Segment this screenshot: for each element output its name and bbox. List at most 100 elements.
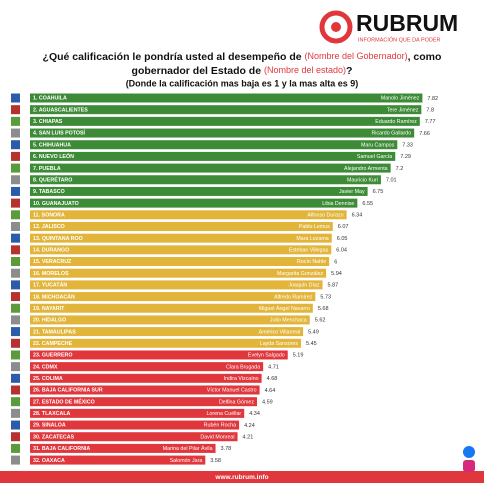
governor-label: Maru Campos — [361, 142, 395, 148]
party-icon — [11, 385, 20, 395]
state-label: 17. YUCATÁN — [33, 282, 67, 289]
value-label: 6.75 — [373, 189, 384, 195]
bar — [30, 105, 422, 115]
title-part: ¿Qué calificación le pondría usted al de… — [43, 51, 305, 63]
governor-label: Mauricio Kuri — [347, 177, 378, 183]
party-icon — [11, 420, 20, 430]
title-part: ? — [346, 65, 352, 77]
governor-label: Alfonso Durazo — [307, 213, 343, 219]
bar — [30, 327, 304, 337]
party-icon — [11, 163, 20, 173]
state-label: 10. GUANAJUATO — [33, 201, 79, 207]
bar — [30, 163, 391, 173]
bar — [30, 93, 423, 103]
value-label: 5.73 — [320, 294, 331, 300]
title-line: gobernador del Estado de (Nombre del est… — [132, 65, 353, 77]
party-icon — [11, 350, 20, 360]
party-icon — [11, 245, 20, 255]
governor-label: Mara Lezama — [296, 236, 328, 242]
state-label: 8. QUERÉTARO — [33, 175, 72, 183]
governor-label: Miguel Ángel Navarro — [259, 305, 310, 312]
logo-ring — [319, 10, 353, 44]
state-label: 14. DURANGO — [33, 248, 69, 254]
governor-label: Joaquín Díaz — [288, 283, 320, 289]
party-icon — [11, 221, 20, 231]
value-label: 4.64 — [265, 388, 276, 394]
party-icon — [11, 128, 20, 138]
brand-name: RUBRUM — [356, 10, 458, 36]
party-icon — [11, 186, 20, 196]
state-label: 2. AGUASCALIENTES — [33, 107, 88, 113]
state-label: 11. SONORA — [33, 213, 65, 219]
instagram-icon — [463, 460, 475, 472]
governor-label: Samuel García — [357, 154, 392, 160]
governor-label: Américo Villarreal — [259, 329, 300, 335]
governor-label: Tere Jiménez — [387, 107, 419, 113]
bar — [30, 350, 288, 360]
logo-dot — [331, 22, 341, 32]
party-icon — [11, 198, 20, 208]
value-label: 7.33 — [402, 142, 413, 148]
state-label: 29. SINALOA — [33, 423, 66, 429]
bar — [30, 315, 310, 325]
state-label: 27. ESTADO DE MÉXICO — [33, 397, 95, 405]
party-icon — [11, 105, 20, 115]
value-label: 6.34 — [352, 213, 363, 219]
governor-label: Ricardo Gallardo — [371, 131, 411, 137]
party-icon — [11, 432, 20, 442]
value-label: 7.2 — [396, 166, 404, 172]
party-icon — [11, 116, 20, 126]
value-label: 6.07 — [338, 224, 349, 230]
party-icon — [11, 315, 20, 325]
party-icon — [11, 257, 20, 267]
value-label: 6 — [334, 259, 337, 265]
bar — [30, 455, 206, 465]
value-label: 6.55 — [362, 201, 373, 207]
value-label: 5.87 — [328, 283, 339, 289]
value-label: 5.68 — [318, 306, 329, 312]
state-label: 15. VERACRUZ — [33, 259, 72, 265]
value-label: 4.34 — [249, 411, 260, 417]
party-icon — [11, 175, 20, 185]
value-label: 5.94 — [331, 271, 342, 277]
state-label: 12. JALISCO — [33, 224, 65, 230]
value-label: 4.21 — [243, 434, 254, 440]
value-label: 3.78 — [221, 446, 232, 452]
governor-label: Delfina Gómez — [219, 399, 254, 405]
bar — [30, 128, 415, 138]
subtitle: (Donde la calificación mas baja es 1 y l… — [126, 78, 359, 88]
bar — [30, 198, 358, 208]
bar — [30, 210, 347, 220]
bar — [30, 362, 264, 372]
value-label: 3.58 — [210, 458, 221, 464]
title-part: , como — [408, 51, 442, 63]
governor-label: Esteban Villegas — [289, 248, 329, 254]
party-icon — [11, 268, 20, 278]
bar — [30, 186, 368, 196]
state-label: 4. SAN LUIS POTOSÍ — [33, 129, 86, 137]
title-part: gobernador del Estado de — [132, 65, 264, 77]
brand-tagline: INFORMACIÓN QUE DA PODER — [358, 36, 441, 43]
party-icon — [11, 280, 20, 290]
footer-url: www.rubrum.info — [214, 474, 268, 481]
bar — [30, 373, 262, 383]
bar — [30, 408, 245, 418]
value-label: 4.68 — [267, 376, 278, 382]
governor-label: Lorena Cuéllar — [206, 411, 241, 417]
bar — [30, 221, 333, 231]
party-icon — [11, 210, 20, 220]
bar — [30, 338, 302, 348]
value-label: 5.62 — [315, 318, 326, 324]
governor-label: Layda Sansores — [260, 341, 299, 347]
governor-label: Alejandro Armenta — [344, 166, 388, 172]
state-label: 7. PUEBLA — [33, 166, 61, 172]
state-label: 21. TAMAULIPAS — [33, 329, 76, 335]
bar — [30, 397, 258, 407]
governor-label: Pablo Lemus — [299, 224, 330, 230]
governor-label: Eduardo Ramírez — [375, 119, 417, 125]
bar — [30, 280, 323, 290]
value-label: 5.19 — [293, 353, 304, 359]
party-icon — [11, 93, 20, 103]
value-label: 6.05 — [337, 236, 348, 242]
